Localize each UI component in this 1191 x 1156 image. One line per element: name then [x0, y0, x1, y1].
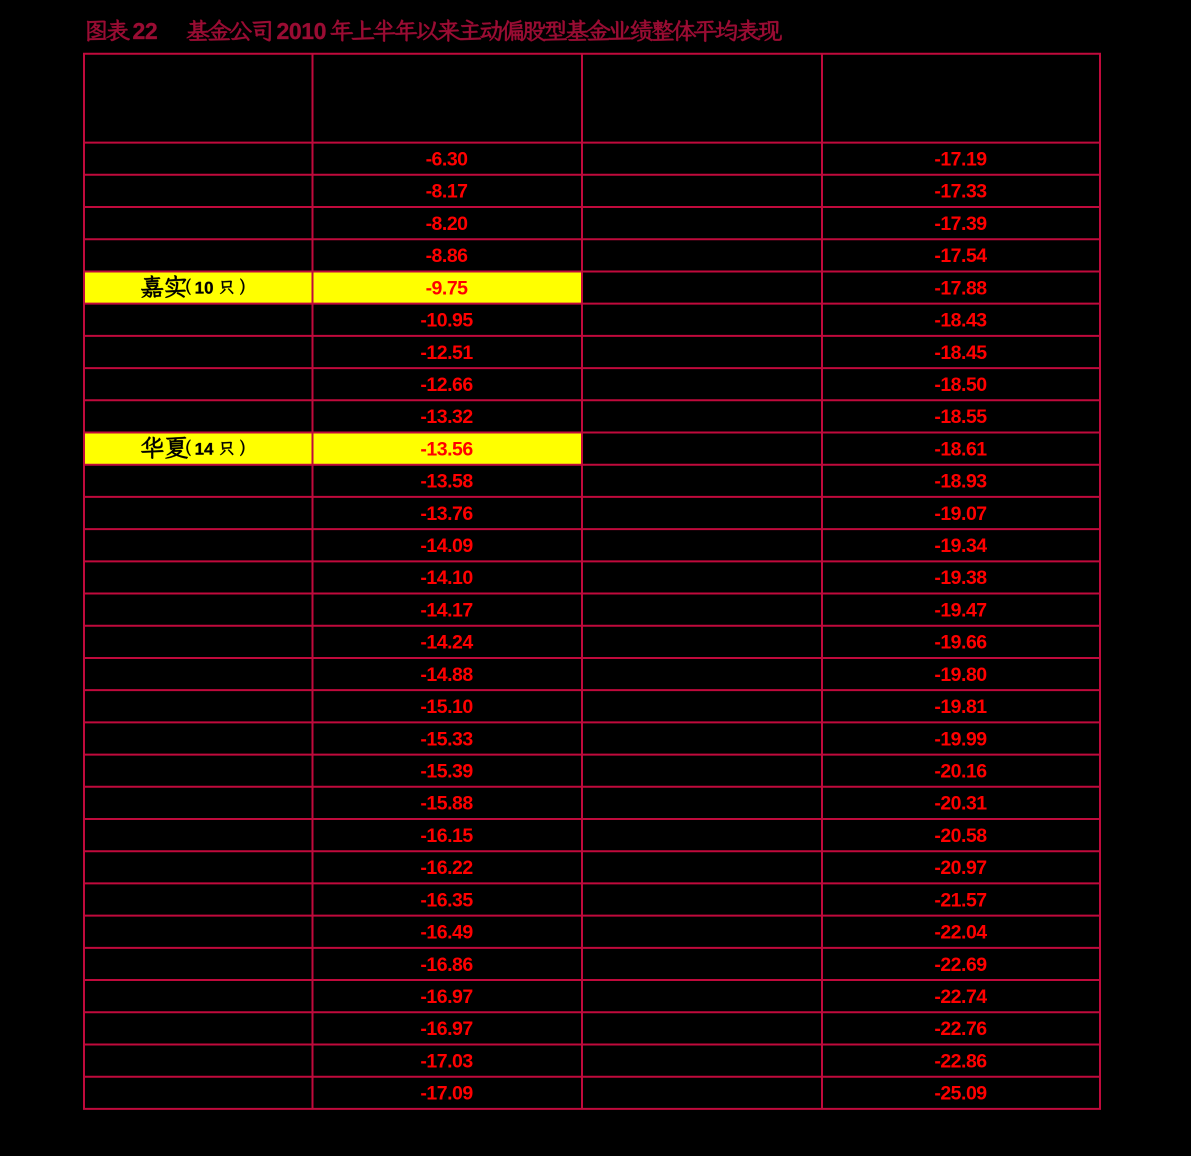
svg-text:-16.35: -16.35	[420, 889, 473, 911]
svg-text:-14.17: -14.17	[420, 599, 472, 621]
svg-text:-13.56: -13.56	[420, 438, 473, 460]
svg-text:-15.10: -15.10	[420, 696, 473, 718]
svg-text:-18.61: -18.61	[934, 438, 987, 460]
svg-text:-15.33: -15.33	[420, 728, 473, 750]
svg-text:-8.86: -8.86	[426, 245, 469, 267]
svg-text:-20.97: -20.97	[934, 857, 986, 879]
svg-text:-19.34: -19.34	[934, 535, 987, 557]
svg-text:-9.75: -9.75	[426, 277, 469, 299]
svg-text:-21.57: -21.57	[934, 889, 986, 911]
svg-text:-15.88: -15.88	[420, 793, 473, 815]
svg-text:-13.76: -13.76	[420, 503, 473, 525]
svg-text:-18.45: -18.45	[934, 342, 987, 364]
svg-text:-13.32: -13.32	[420, 406, 473, 428]
svg-text:-17.09: -17.09	[420, 1083, 473, 1105]
svg-text:-18.55: -18.55	[934, 406, 987, 428]
svg-text:-12.66: -12.66	[420, 374, 473, 396]
svg-text:-12.51: -12.51	[420, 342, 473, 364]
svg-text:-17.33: -17.33	[934, 181, 987, 203]
svg-text:-25.09: -25.09	[934, 1083, 987, 1105]
svg-text:-19.07: -19.07	[934, 503, 986, 525]
svg-text:-13.58: -13.58	[420, 471, 473, 493]
svg-text:-22.04: -22.04	[934, 922, 987, 944]
svg-text:-20.31: -20.31	[934, 793, 987, 815]
svg-text:-14.24: -14.24	[420, 632, 473, 654]
svg-text:-8.20: -8.20	[426, 213, 469, 235]
svg-text:-15.39: -15.39	[420, 761, 473, 783]
svg-text:-19.81: -19.81	[934, 696, 987, 718]
svg-text:-17.54: -17.54	[934, 245, 987, 267]
svg-text:-19.38: -19.38	[934, 567, 987, 589]
svg-text:-20.16: -20.16	[934, 761, 987, 783]
svg-text:-22.86: -22.86	[934, 1050, 987, 1072]
svg-text:-8.17: -8.17	[426, 181, 468, 203]
svg-text:-14.10: -14.10	[420, 567, 473, 589]
svg-text:-16.97: -16.97	[420, 986, 472, 1008]
svg-text:-22.74: -22.74	[934, 986, 987, 1008]
svg-text:-6.30: -6.30	[426, 149, 469, 171]
svg-text:-19.47: -19.47	[934, 599, 986, 621]
svg-text:-16.22: -16.22	[420, 857, 473, 879]
svg-text:-17.39: -17.39	[934, 213, 987, 235]
svg-text:-17.88: -17.88	[934, 277, 987, 299]
svg-text:-18.43: -18.43	[934, 310, 987, 332]
svg-text:-20.58: -20.58	[934, 825, 987, 847]
svg-text:-22.69: -22.69	[934, 954, 987, 976]
svg-text:-16.49: -16.49	[420, 922, 473, 944]
svg-text:-19.66: -19.66	[934, 632, 987, 654]
svg-text:-22.76: -22.76	[934, 1018, 987, 1040]
svg-text:-16.97: -16.97	[420, 1018, 472, 1040]
svg-text:-17.03: -17.03	[420, 1050, 473, 1072]
svg-text:-19.80: -19.80	[934, 664, 987, 686]
svg-text:-14.09: -14.09	[420, 535, 473, 557]
svg-text:-19.99: -19.99	[934, 728, 987, 750]
svg-text:-17.19: -17.19	[934, 149, 987, 171]
svg-text:-10.95: -10.95	[420, 310, 473, 332]
svg-text:-14.88: -14.88	[420, 664, 473, 686]
svg-text:-16.15: -16.15	[420, 825, 473, 847]
svg-text:-16.86: -16.86	[420, 954, 473, 976]
svg-text:-18.50: -18.50	[934, 374, 987, 396]
svg-text:-18.93: -18.93	[934, 471, 987, 493]
